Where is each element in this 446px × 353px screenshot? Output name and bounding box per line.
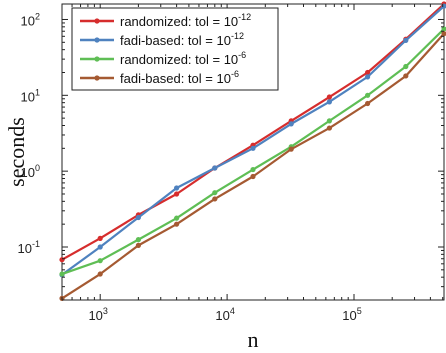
data-point (174, 191, 180, 197)
data-point (365, 100, 371, 107)
data-point (97, 258, 103, 264)
y-tick-label: 101 (21, 87, 40, 104)
data-point (59, 257, 65, 263)
x-tick-label: 104 (215, 306, 234, 323)
legend-label: randomized: tol = 10-12 (120, 12, 251, 29)
data-point (59, 271, 65, 277)
data-point (174, 215, 180, 221)
legend-marker (94, 18, 100, 24)
y-axis-label: seconds (4, 117, 29, 187)
y-tick-label: 102 (21, 11, 40, 28)
data-point (97, 235, 103, 241)
data-point (97, 244, 103, 250)
x-tick-label: 103 (88, 306, 107, 323)
series-3 (59, 31, 446, 301)
data-point (326, 94, 332, 100)
data-point (135, 237, 141, 243)
data-point (250, 145, 256, 151)
data-point (135, 214, 141, 221)
data-point (174, 221, 180, 227)
y-tick-label: 100 (21, 163, 40, 180)
legend-marker (94, 37, 100, 43)
legend-label: fadi-based: tol = 10-12 (120, 31, 244, 48)
plot-frame (61, 3, 445, 301)
x-axis-label: n (248, 327, 259, 352)
data-point (97, 271, 103, 277)
data-point (326, 125, 332, 131)
data-point (441, 26, 446, 32)
plot-area (61, 3, 445, 301)
data-point (250, 166, 256, 173)
data-point (250, 173, 256, 180)
data-point (365, 74, 371, 80)
legend-label: randomized: tol = 10-6 (120, 50, 246, 67)
legend: randomized: tol = 10-12 fadi-based: tol =… (71, 7, 279, 91)
data-point (212, 190, 218, 196)
data-point (403, 37, 409, 43)
data-point (288, 146, 294, 152)
series-layer (59, 1, 446, 301)
data-point (135, 242, 141, 248)
data-point (326, 99, 332, 105)
data-point (365, 92, 371, 98)
data-point (288, 121, 294, 127)
legend-marker (94, 56, 100, 62)
legend-marker (94, 75, 100, 81)
y-tick-label: 10-1 (18, 239, 40, 256)
series-2 (59, 26, 446, 277)
data-point (212, 165, 218, 171)
data-point (174, 185, 180, 191)
data-point (403, 63, 409, 70)
data-point (326, 118, 332, 124)
x-tick-label: 105 (342, 306, 361, 323)
data-point (403, 73, 409, 79)
data-point (441, 31, 446, 37)
tick-layer: 103 104 105 10-1 100 101 102 (18, 4, 444, 323)
data-point (212, 196, 218, 202)
data-point (365, 69, 371, 76)
legend-label: fadi-based: tol = 10-6 (120, 69, 239, 86)
